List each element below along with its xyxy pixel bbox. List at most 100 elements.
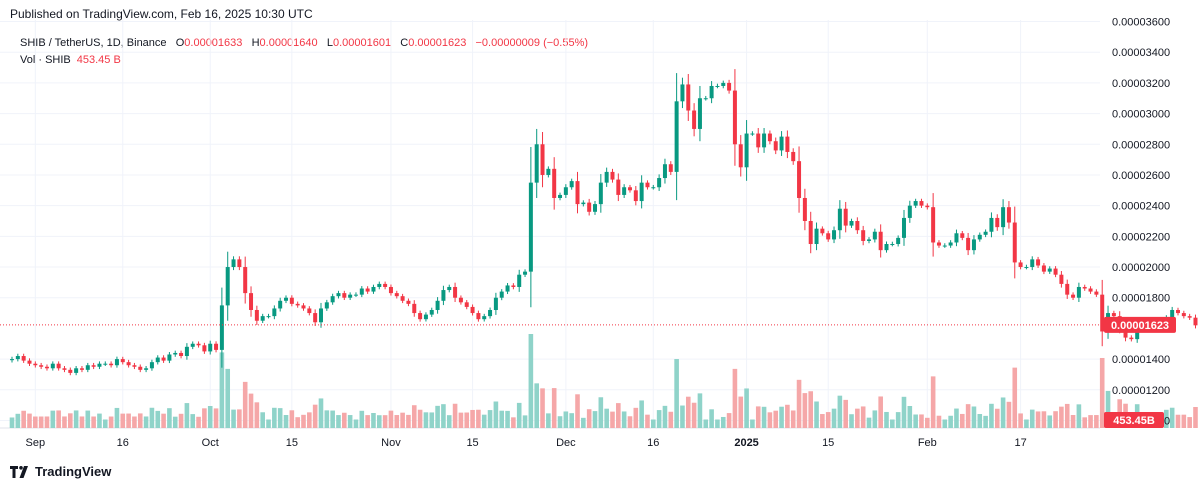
volume-bar: [1169, 407, 1175, 428]
price-axis[interactable]: 0.00003600 0.00003400 0.00003200 0.00003000…: [1112, 17, 1170, 428]
candle: [79, 365, 84, 373]
candle: [598, 174, 603, 213]
tradingview-logo[interactable]: TradingView: [10, 464, 111, 479]
volume-bar: [190, 414, 196, 428]
volume-bar: [773, 410, 779, 428]
candle: [674, 73, 679, 201]
candle: [435, 297, 440, 314]
x-tick-label: Sep: [26, 437, 46, 449]
volume-bar: [913, 414, 918, 428]
tradingview-brand: TradingView: [35, 464, 112, 479]
candle: [936, 240, 941, 248]
volume-bar: [790, 410, 796, 428]
volume-bar: [487, 410, 493, 428]
volume-label[interactable]: Vol · SHIB: [20, 54, 71, 66]
candle: [109, 361, 114, 368]
volume-bar: [196, 416, 201, 428]
volume-bar: [149, 407, 155, 428]
candle: [184, 343, 189, 360]
candle: [960, 230, 965, 241]
candle: [313, 309, 318, 326]
volume-bar: [849, 414, 854, 428]
candle: [441, 285, 446, 306]
volume-bar: [522, 415, 528, 428]
volume-bar: [685, 396, 691, 428]
volume-bar: [1035, 411, 1041, 428]
volume-bar: [930, 376, 936, 428]
volume-bar: [225, 368, 231, 428]
candle: [1047, 266, 1052, 274]
candle: [21, 353, 26, 363]
candle: [1036, 256, 1041, 268]
volume-bar: [779, 406, 784, 428]
candle: [686, 74, 691, 121]
candle: [190, 341, 195, 350]
y-tick-label: 0.00001200: [1112, 385, 1170, 397]
candle: [977, 232, 982, 242]
volume-bar: [651, 419, 656, 428]
volume-bar: [27, 413, 32, 428]
candle: [429, 307, 434, 317]
candle: [511, 283, 516, 290]
volume-bar: [376, 415, 382, 428]
candle: [593, 201, 597, 215]
volume-bar: [604, 408, 609, 428]
volume-bar: [68, 413, 73, 428]
volume-bar: [744, 388, 749, 428]
candle: [948, 240, 953, 248]
volume-bar: [143, 416, 149, 428]
candle: [919, 198, 924, 208]
candle: [808, 211, 813, 254]
volume-bar: [91, 416, 96, 428]
volume-bar: [1187, 417, 1192, 428]
candle: [861, 225, 866, 246]
candle: [144, 365, 149, 373]
volume-bar: [213, 408, 219, 428]
volume-bar: [680, 405, 685, 428]
volume-bar: [85, 410, 91, 428]
volume-bar: [295, 417, 300, 428]
candle: [249, 286, 254, 317]
volume-bar: [1088, 415, 1093, 428]
candle: [243, 256, 248, 304]
close-label: C: [400, 37, 409, 49]
candle: [581, 200, 586, 207]
volume-bar: [528, 334, 534, 428]
time-axis[interactable]: Sep 16 Oct 15 Nov 15 Dec 16 2025 15 Feb 17: [26, 437, 1027, 449]
volume-bar: [33, 416, 38, 428]
candle: [447, 284, 452, 293]
candle: [1088, 286, 1093, 294]
volume-bar: [207, 406, 213, 428]
volume-bar: [983, 415, 988, 428]
y-tick-label: 0.00003600: [1112, 17, 1170, 29]
volume-bar: [446, 415, 452, 428]
volume-bar: [1070, 415, 1076, 428]
candle: [773, 137, 778, 155]
candle: [15, 353, 20, 362]
candle: [942, 243, 947, 248]
volume-bar: [616, 403, 621, 428]
candle: [103, 361, 108, 366]
volume-bar: [802, 393, 808, 428]
symbol-label[interactable]: SHIB / TetherUS, 1D, Binance: [20, 37, 167, 49]
volume-bar: [260, 412, 265, 428]
volume-bar: [511, 417, 516, 428]
candle: [179, 350, 184, 359]
candle: [552, 157, 557, 210]
candle: [155, 355, 160, 365]
candle: [470, 304, 475, 316]
candle: [289, 295, 294, 307]
volume-bar: [569, 413, 574, 428]
volume-bar: [132, 416, 137, 428]
candle: [1100, 279, 1105, 347]
candle: [814, 222, 819, 251]
last-price-label: 0.00001623: [1111, 320, 1169, 332]
volume-bar: [860, 406, 866, 428]
candle: [575, 171, 580, 214]
last-volume-tag: 453.45B: [1104, 412, 1164, 428]
volume-bar: [353, 419, 359, 428]
candle: [423, 312, 428, 322]
volume-bar: [796, 379, 802, 428]
volume-bar: [219, 352, 225, 428]
